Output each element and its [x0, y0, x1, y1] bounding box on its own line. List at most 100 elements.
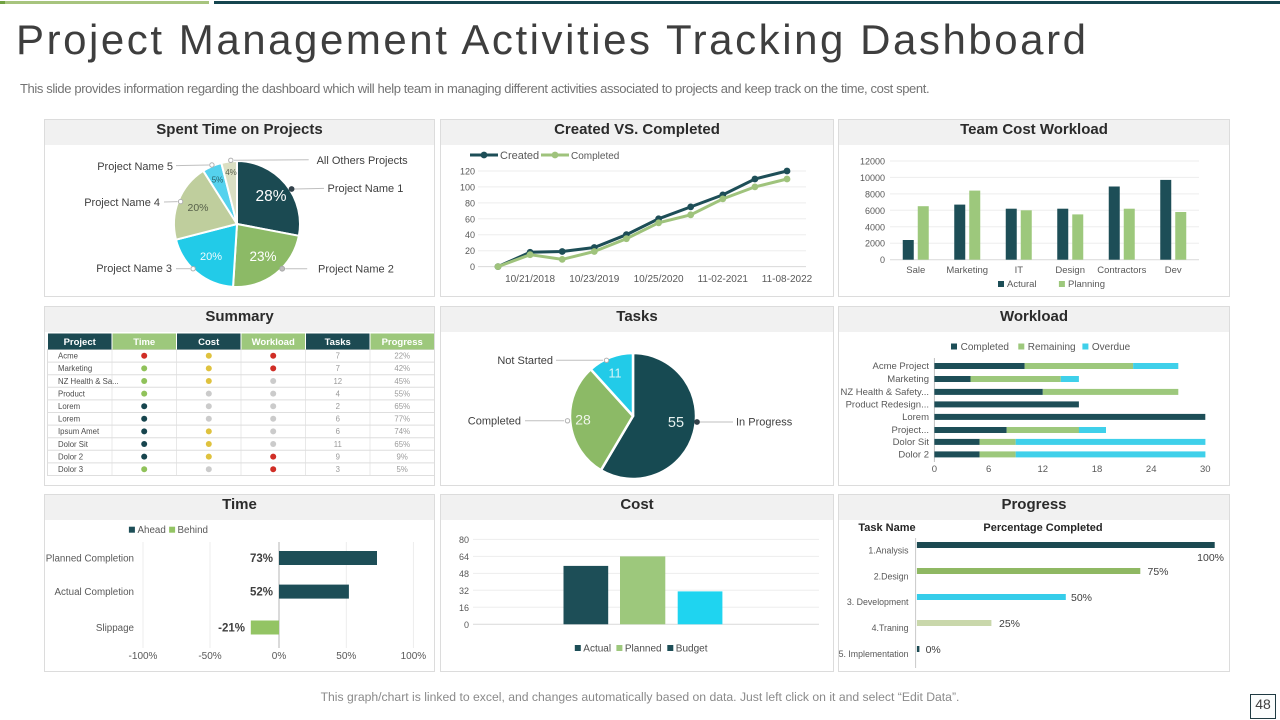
svg-text:Slippage: Slippage — [96, 623, 135, 634]
svg-text:NZ Health & Safety...: NZ Health & Safety... — [840, 387, 929, 398]
svg-text:2000: 2000 — [865, 239, 885, 249]
svg-text:Lorem: Lorem — [58, 415, 80, 424]
svg-text:23%: 23% — [249, 249, 276, 264]
svg-text:Actual: Actual — [583, 644, 611, 655]
svg-text:45%: 45% — [394, 377, 410, 386]
svg-text:65%: 65% — [394, 402, 410, 411]
svg-text:22%: 22% — [394, 352, 410, 361]
svg-text:30: 30 — [1200, 464, 1211, 475]
svg-text:Not Started: Not Started — [497, 355, 553, 367]
svg-text:Project Name 4: Project Name 4 — [84, 197, 160, 209]
svg-text:Time: Time — [133, 337, 155, 348]
svg-text:50%: 50% — [1071, 592, 1092, 604]
svg-text:80: 80 — [459, 535, 469, 545]
svg-text:7: 7 — [336, 364, 340, 373]
svg-text:24: 24 — [1146, 464, 1157, 475]
svg-text:Product: Product — [58, 389, 86, 398]
svg-text:Task Name: Task Name — [858, 522, 915, 534]
svg-text:Design: Design — [1055, 265, 1085, 276]
svg-text:Planned Completion: Planned Completion — [46, 554, 134, 565]
svg-text:0: 0 — [880, 255, 885, 265]
svg-text:-50%: -50% — [198, 651, 221, 662]
svg-text:9%: 9% — [397, 452, 408, 461]
svg-text:Ahead: Ahead — [138, 525, 166, 536]
svg-text:0: 0 — [464, 620, 469, 630]
svg-text:40: 40 — [465, 230, 475, 240]
svg-text:Project Name 3: Project Name 3 — [96, 263, 172, 275]
svg-text:74%: 74% — [394, 427, 410, 436]
svg-text:100%: 100% — [1197, 552, 1224, 564]
svg-text:Behind: Behind — [178, 525, 209, 536]
svg-text:42%: 42% — [394, 364, 410, 373]
svg-text:Progress: Progress — [382, 337, 423, 348]
svg-text:Dolor 2: Dolor 2 — [58, 452, 83, 461]
svg-text:7: 7 — [336, 352, 340, 361]
svg-text:Dolor 3: Dolor 3 — [58, 465, 83, 474]
svg-text:10/23/2019: 10/23/2019 — [569, 274, 619, 285]
svg-text:All Others Projects: All Others Projects — [317, 155, 409, 167]
svg-text:5. Implementation: 5. Implementation — [839, 649, 909, 659]
svg-text:48: 48 — [459, 569, 469, 579]
svg-text:Project Name 1: Project Name 1 — [328, 183, 404, 195]
svg-text:Tasks: Tasks — [325, 337, 351, 348]
svg-text:8000: 8000 — [865, 189, 885, 199]
svg-text:Remaining: Remaining — [1028, 342, 1076, 353]
svg-text:0%: 0% — [272, 651, 287, 662]
svg-text:1.Analysis: 1.Analysis — [868, 545, 909, 555]
svg-text:Product Redesign...: Product Redesign... — [846, 400, 929, 411]
svg-text:Actural: Actural — [1007, 279, 1037, 290]
svg-text:NZ Health & Sa...: NZ Health & Sa... — [58, 377, 119, 386]
svg-text:4.Traning: 4.Traning — [872, 623, 909, 633]
svg-text:4: 4 — [336, 389, 341, 398]
svg-text:Project: Project — [64, 337, 97, 348]
svg-text:Workload: Workload — [252, 337, 295, 348]
svg-text:Completed: Completed — [468, 416, 521, 428]
svg-text:11-02-2021: 11-02-2021 — [698, 274, 749, 285]
svg-text:52%: 52% — [250, 587, 273, 599]
svg-text:Ipsum Amet: Ipsum Amet — [58, 427, 100, 436]
svg-text:75%: 75% — [1148, 566, 1169, 578]
svg-text:Lorem: Lorem — [58, 402, 80, 411]
svg-text:28%: 28% — [255, 188, 286, 205]
svg-text:IT: IT — [1015, 265, 1024, 276]
svg-text:77%: 77% — [394, 415, 410, 424]
svg-text:16: 16 — [459, 603, 469, 613]
svg-text:11: 11 — [609, 367, 622, 381]
svg-text:11: 11 — [334, 440, 342, 449]
svg-text:Acme Project: Acme Project — [873, 361, 930, 372]
svg-text:6: 6 — [336, 427, 340, 436]
svg-text:Marketing: Marketing — [887, 374, 929, 385]
svg-text:10/25/2020: 10/25/2020 — [634, 274, 684, 285]
svg-text:Lorem: Lorem — [902, 412, 929, 423]
svg-text:Sale: Sale — [906, 265, 925, 276]
svg-text:Dolor Sit: Dolor Sit — [893, 437, 930, 448]
svg-text:12000: 12000 — [860, 157, 885, 167]
svg-text:9: 9 — [336, 452, 340, 461]
svg-text:50%: 50% — [336, 651, 356, 662]
svg-text:60: 60 — [465, 214, 475, 224]
svg-text:2: 2 — [336, 402, 340, 411]
svg-text:12: 12 — [1038, 464, 1049, 475]
svg-text:4%: 4% — [225, 168, 237, 177]
svg-text:Created: Created — [500, 150, 539, 162]
svg-text:-100%: -100% — [129, 651, 158, 662]
svg-text:73%: 73% — [250, 553, 273, 565]
svg-text:5%: 5% — [397, 465, 408, 474]
svg-text:-21%: -21% — [218, 623, 245, 635]
svg-text:6: 6 — [986, 464, 991, 475]
svg-text:0: 0 — [932, 464, 937, 475]
svg-text:Dev: Dev — [1165, 265, 1182, 276]
svg-text:Project Name 5: Project Name 5 — [97, 161, 173, 173]
svg-text:100: 100 — [460, 182, 475, 192]
svg-text:Dolor 2: Dolor 2 — [898, 450, 929, 461]
svg-text:3: 3 — [336, 465, 340, 474]
svg-text:Project...: Project... — [892, 425, 930, 436]
svg-text:20%: 20% — [200, 251, 222, 263]
svg-text:Completed: Completed — [571, 151, 619, 162]
svg-text:6: 6 — [336, 415, 340, 424]
svg-text:12: 12 — [333, 377, 342, 386]
svg-text:64: 64 — [459, 552, 469, 562]
svg-text:3. Development: 3. Development — [847, 597, 909, 607]
svg-text:10/21/2018: 10/21/2018 — [505, 274, 555, 285]
svg-text:100%: 100% — [401, 651, 427, 662]
